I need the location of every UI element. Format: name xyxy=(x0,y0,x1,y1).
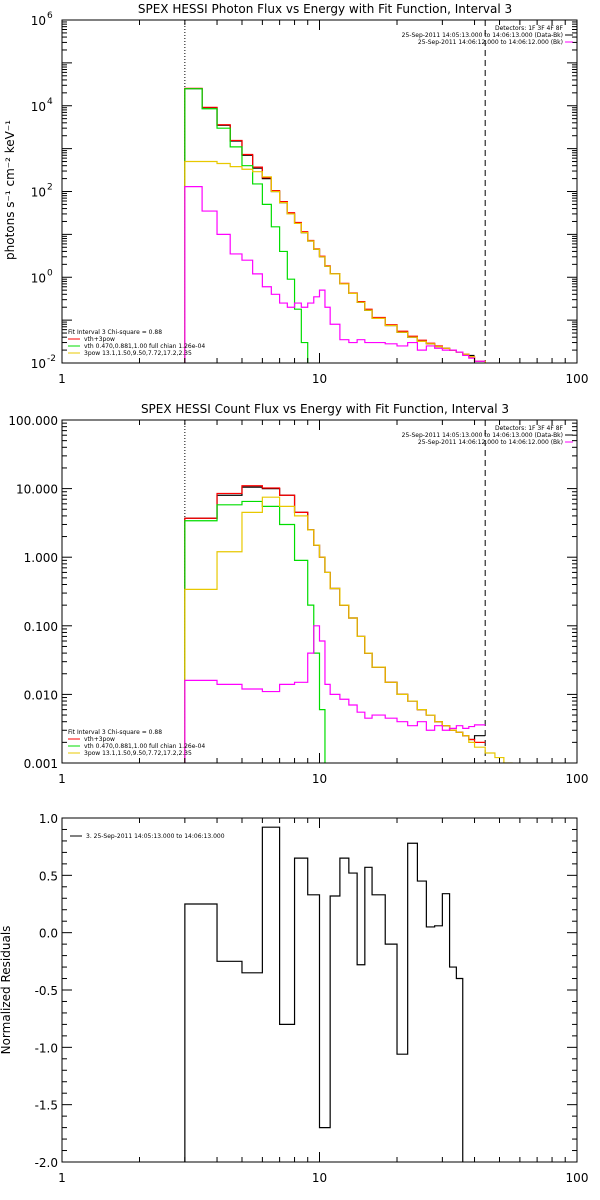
legend-entry: vth 0.470,0.881,1.00 full chian 1.26e-04 xyxy=(84,743,205,750)
series-line-2 xyxy=(184,88,309,363)
y-tick-label: 10 xyxy=(31,14,46,28)
y-tick-exponent: 6 xyxy=(47,11,53,21)
legend-entry: 3pow 13.1,1.50,9.50,7.72,17.2,2.35 xyxy=(84,350,192,357)
count-flux-chart: SPEX HESSI Count Flux vs Energy with Fit… xyxy=(8,402,588,786)
legend-entry: Fit Interval 3 Chi-square = 0.88 xyxy=(68,729,162,736)
series-line-1 xyxy=(184,87,486,363)
x-tick-label: 100 xyxy=(566,1171,589,1185)
y-tick-label: -0.5 xyxy=(35,984,58,998)
legend-entry: vth+3pow xyxy=(84,736,115,743)
x-tick-label: 1 xyxy=(58,1171,66,1185)
x-tick-label: 10 xyxy=(312,772,327,786)
series-line-3 xyxy=(184,160,486,363)
legend-entry: 25-Sep-2011 14:06:12.000 to 14:06:12.000… xyxy=(418,439,563,446)
y-tick-label: 10 xyxy=(31,100,46,114)
legend-entry: Detectors: 1F 3F 4F 8F xyxy=(495,25,564,32)
y-tick-exponent: 0 xyxy=(47,268,53,278)
legend-entry: vth+3pow xyxy=(84,336,115,343)
legend-entry: 25-Sep-2011 14:06:12.000 to 14:06:12.000… xyxy=(418,39,563,46)
x-tick-label: 1 xyxy=(58,772,66,786)
legend-entry: 25-Sep-2011 14:05:13.000 to 14:06:13.000… xyxy=(402,432,563,439)
y-tick-label: 0.0 xyxy=(39,927,58,941)
y-tick-label: 0.100 xyxy=(24,620,58,634)
plot-frame xyxy=(61,419,578,764)
y-tick-label: 10.000 xyxy=(16,483,58,497)
y-tick-label: 100.000 xyxy=(8,414,58,428)
y-tick-label: -1.0 xyxy=(35,1041,58,1055)
residuals-plot-area: 1 10 100 -2.0 -1.5 -1.0 -0.5 0.0 0.5 1.0 3. 25-Sep… xyxy=(35,812,589,1185)
y-tick-label: -2.0 xyxy=(35,1156,58,1170)
photon-chart-title: SPEX HESSI Photon Flux vs Energy with Fi… xyxy=(138,2,512,16)
y-tick-label: -1.5 xyxy=(35,1099,58,1113)
y-tick-label: 1.0 xyxy=(39,812,58,826)
series-line-4 xyxy=(184,186,486,363)
y-tick-label: 0.5 xyxy=(39,869,58,883)
y-tick-label: 10 xyxy=(31,271,46,285)
legend-entry: Fit Interval 3 Chi-square = 0.88 xyxy=(68,329,162,336)
residuals-chart: Normalized Residuals 1 10 100 -2.0 -1.5 -1.0 -… xyxy=(0,812,588,1185)
x-tick-label: 10 xyxy=(312,372,327,386)
series-line-4 xyxy=(184,625,486,763)
y-tick-label: 1.000 xyxy=(24,551,58,565)
y-tick-exponent: 2 xyxy=(47,183,53,193)
series-line-0 xyxy=(184,826,464,1162)
photon-flux-chart: SPEX HESSI Photon Flux vs Energy with Fi… xyxy=(3,2,588,386)
legend-entry: 3. 25-Sep-2011 14:05:13.000 to 14:06:13.… xyxy=(86,833,225,840)
legend-entry: 3pow 13.1,1.50,9.50,7.72,17.2,2.35 xyxy=(84,750,192,757)
x-tick-label: 1 xyxy=(58,372,66,386)
x-tick-label: 10 xyxy=(312,1171,327,1185)
y-tick-label: 10 xyxy=(31,186,46,200)
y-tick-exponent: 4 xyxy=(47,97,53,107)
y-tick-label: 10 xyxy=(31,357,46,371)
legend-entry: 25-Sep-2011 14:05:13.000 to 14:06:13.000… xyxy=(402,32,563,39)
x-tick-label: 100 xyxy=(566,772,589,786)
series-line-3 xyxy=(184,496,513,763)
count-plot-area: 1 10 100 0.001 0.010 0.100 1.000 10.000 100.000 D… xyxy=(8,414,588,786)
y-tick-label: 0.010 xyxy=(24,688,58,702)
residuals-y-axis-label: Normalized Residuals xyxy=(0,926,13,1055)
y-tick-label: 0.001 xyxy=(24,757,58,771)
legend-entry: vth 0.470,0.881,1.00 full chian 1.26e-04 xyxy=(84,343,205,350)
series-line-0 xyxy=(184,88,475,363)
plot-frame xyxy=(61,19,578,364)
series-line-2 xyxy=(184,500,326,763)
count-chart-title: SPEX HESSI Count Flux vs Energy with Fit… xyxy=(141,402,509,416)
photon-y-axis-label: photons s⁻¹ cm⁻² keV⁻¹ xyxy=(3,120,17,260)
legend-entry: Detectors: 1F 3F 4F 8F xyxy=(495,425,564,432)
x-tick-label: 100 xyxy=(566,372,589,386)
y-tick-exponent: -2 xyxy=(47,354,56,364)
